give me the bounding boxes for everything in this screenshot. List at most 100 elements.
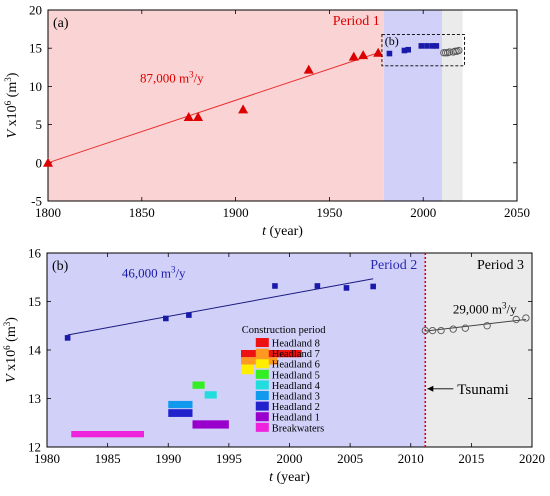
construction-bar — [192, 420, 229, 429]
legend-swatch — [255, 412, 269, 422]
chart-panel-b: 1980 1985 1990 1995 2000 2005 2010 2015 2020 12 13… — [2, 246, 545, 486]
data-point-circle — [449, 325, 457, 333]
x-tick-label: 1800 — [35, 205, 61, 220]
legend-label: Headland 5 — [272, 370, 320, 381]
data-point-circle — [442, 49, 450, 57]
legend-label: Breakwaters — [272, 423, 324, 434]
data-point-square — [370, 283, 376, 290]
x-tick-label: 1850 — [129, 205, 155, 220]
y-axis-label: V x106 (m3) — [3, 72, 20, 138]
x-tick-label: 1985 — [95, 451, 121, 466]
x-tick-label: 2010 — [398, 451, 424, 466]
data-point-square — [401, 47, 408, 54]
x-tick-label: 2000 — [277, 451, 303, 466]
construction-bar — [204, 391, 217, 399]
panel-label: (b) — [52, 259, 69, 274]
plot-frame — [47, 9, 518, 202]
y-tick-label: -5 — [31, 194, 42, 209]
construction-bar — [241, 364, 254, 375]
legend-label: Headland 7 — [272, 349, 320, 360]
trendline — [425, 318, 526, 332]
x-tick-label: 2005 — [337, 451, 363, 466]
data-point-square — [405, 46, 411, 53]
data-point-square — [186, 312, 192, 318]
period-band — [441, 10, 463, 201]
period-band — [48, 10, 384, 201]
legend-label: Headland 4 — [272, 381, 321, 392]
legend-swatch — [255, 348, 269, 358]
legend-label: Headland 6 — [272, 360, 320, 371]
rate-annotation: 87,000 m3/y — [140, 70, 204, 86]
construction-bar — [71, 430, 144, 438]
legend-swatch — [255, 401, 269, 411]
trendline — [67, 278, 374, 336]
data-point-circle — [440, 49, 448, 57]
data-point-circle — [522, 314, 530, 322]
data-point-circle — [455, 46, 463, 55]
data-point-triangle — [358, 50, 369, 60]
x-tick-label: 1900 — [223, 205, 249, 220]
y-tick-label: 13 — [28, 391, 41, 406]
x-tick-label: 1990 — [155, 451, 181, 466]
chart-panel-a: 1800 1850 1900 1950 2000 2050 -5 0 5 10 15 20 t (yea… — [3, 3, 530, 240]
y-tick-label: 15 — [28, 294, 41, 309]
y-tick-label: 0 — [36, 155, 43, 170]
legend-label: Headland 1 — [272, 413, 320, 424]
legend-swatch — [255, 380, 269, 390]
legend-swatch — [255, 359, 269, 369]
tsunami-arrowhead — [427, 385, 434, 392]
inset-box — [381, 33, 465, 67]
data-point-square — [64, 335, 71, 341]
data-point-triangle — [183, 111, 194, 121]
data-point-square — [433, 43, 440, 49]
data-point-square — [418, 43, 425, 49]
legend-swatch — [255, 369, 269, 379]
data-point-square — [429, 43, 436, 49]
period-band — [425, 253, 532, 447]
panel-label: (a) — [53, 16, 69, 31]
legend-label: Headland 3 — [272, 392, 320, 403]
y-tick-label: 14 — [28, 343, 42, 358]
x-tick-label: 1950 — [316, 205, 342, 220]
data-point-triangle — [238, 104, 249, 114]
period-label: Period 1 — [333, 14, 380, 29]
data-point-triangle — [43, 157, 53, 167]
construction-bar — [168, 400, 193, 409]
data-point-square — [386, 50, 393, 57]
x-axis-label: t (year) — [262, 224, 303, 239]
data-point-triangle — [348, 51, 359, 61]
rate-annotation: 46,000 m3/y — [122, 264, 186, 280]
data-point-triangle — [193, 111, 204, 121]
y-tick-label: 10 — [29, 79, 42, 94]
data-point-square — [343, 285, 350, 291]
data-point-square — [314, 283, 321, 289]
legend-swatch — [255, 391, 269, 401]
inset-label: (b) — [385, 34, 399, 48]
data-point-circle — [451, 47, 459, 55]
rate-annotation: 29,000 m3/y — [453, 301, 517, 317]
x-tick-label: 2050 — [504, 205, 530, 220]
legend-label: Headland 8 — [272, 339, 320, 350]
data-point-circle — [428, 326, 437, 335]
construction-bar — [241, 350, 302, 358]
data-point-triangle — [303, 64, 314, 74]
period-band — [383, 10, 442, 201]
data-point-triangle — [373, 47, 384, 57]
data-point-square — [424, 43, 430, 49]
data-point-circle — [445, 48, 454, 56]
construction-bar — [192, 381, 205, 389]
legend-title: Construction period — [242, 325, 326, 336]
y-tick-label: 15 — [29, 41, 42, 56]
legend-label: Headland 2 — [272, 402, 320, 413]
period-label: Period 2 — [370, 258, 417, 273]
data-point-square — [163, 315, 169, 322]
data-point-circle — [437, 326, 445, 335]
x-tick-label: 2000 — [410, 205, 436, 220]
x-tick-label: 1995 — [216, 451, 242, 466]
y-axis-label: V x106 (m3) — [2, 317, 19, 383]
period-band — [47, 253, 426, 447]
x-tick-label: 2015 — [458, 451, 484, 466]
y-tick-label: 5 — [36, 117, 43, 132]
construction-bar — [168, 409, 193, 417]
x-tick-label: 2020 — [519, 451, 545, 466]
